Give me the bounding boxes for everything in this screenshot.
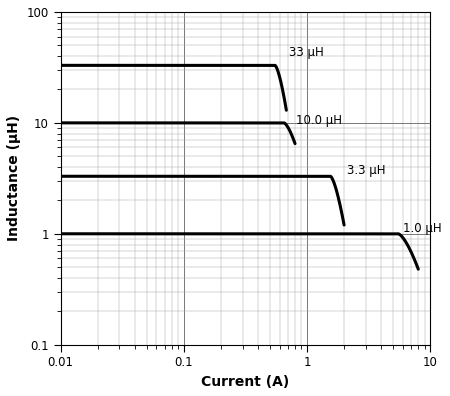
Text: 3.3 μH: 3.3 μH — [346, 164, 385, 177]
Y-axis label: Inductance (μH): Inductance (μH) — [7, 115, 21, 242]
Text: 10.0 μH: 10.0 μH — [297, 114, 342, 127]
Text: 33 μH: 33 μH — [289, 46, 324, 59]
X-axis label: Current (A): Current (A) — [201, 375, 289, 389]
Text: 1.0 μH: 1.0 μH — [403, 222, 441, 235]
